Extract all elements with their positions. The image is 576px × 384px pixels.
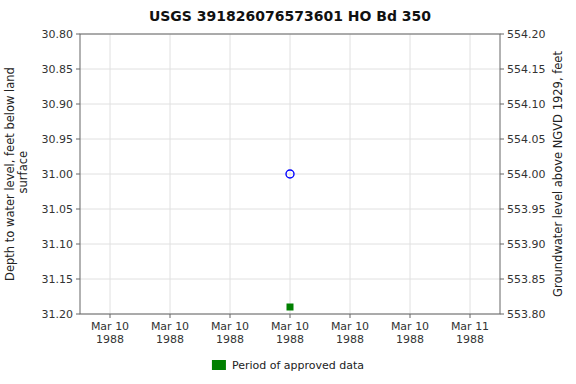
tick [76, 279, 80, 280]
tick-label: 553.90 [507, 238, 546, 251]
point [287, 304, 294, 311]
tick-label: Mar 111988 [451, 320, 489, 346]
marks [286, 170, 294, 311]
tick-label: Mar 101988 [151, 320, 189, 346]
tick [76, 244, 80, 245]
tick [500, 209, 504, 210]
tick-label: 30.95 [42, 133, 74, 146]
tick [110, 314, 111, 318]
tick [500, 174, 504, 175]
grid-line [470, 34, 471, 314]
tick [500, 139, 504, 140]
tick-label: 30.85 [42, 63, 74, 76]
axis-label: Groundwater level above NGVD 1929, feet [551, 51, 565, 297]
tick-label: 553.80 [507, 308, 546, 321]
grid-line [410, 34, 411, 314]
tick-label: 554.00 [507, 168, 546, 181]
legend-swatch [212, 360, 226, 370]
grid-line [290, 34, 291, 314]
axes: 30.80 30.85 30.90 30.95 31.00 31.05 31.10 31.15… [42, 28, 546, 346]
tick-label: 31.15 [42, 273, 74, 286]
tick [76, 174, 80, 175]
tick [76, 209, 80, 210]
tick-label: 554.10 [507, 98, 546, 111]
legend-entry: Period of approved data [232, 359, 364, 372]
tick [290, 314, 291, 318]
tick [410, 314, 411, 318]
tick-label: 554.20 [507, 28, 546, 41]
grid-line [110, 34, 111, 314]
grid-line [230, 34, 231, 314]
tick [76, 139, 80, 140]
tick-label: Mar 101988 [91, 320, 129, 346]
tick [230, 314, 231, 318]
tick-label: Mar 101988 [391, 320, 429, 346]
tick [500, 69, 504, 70]
tick [170, 314, 171, 318]
tick [500, 279, 504, 280]
tick [500, 104, 504, 105]
tick [76, 34, 80, 35]
point [286, 170, 294, 178]
tick [76, 69, 80, 70]
grid-line [170, 34, 171, 314]
tick [500, 314, 504, 315]
tick [350, 314, 351, 318]
tick-label: Mar 101988 [331, 320, 369, 346]
tick-label: 31.10 [42, 238, 74, 251]
tick [500, 34, 504, 35]
tick [76, 314, 80, 315]
tick [500, 244, 504, 245]
tick-label: 554.05 [507, 133, 546, 146]
tick-label: 554.15 [507, 63, 546, 76]
tick-label: 553.95 [507, 203, 546, 216]
axis-label: Depth to water level, feet below land su… [3, 67, 30, 281]
tick-label: 553.85 [507, 273, 546, 286]
tick [76, 104, 80, 105]
tick-label: 30.80 [42, 28, 74, 41]
grid-line [350, 34, 351, 314]
plot-frame [80, 34, 500, 314]
tick-label: 31.05 [42, 203, 74, 216]
tick-label: Mar 101988 [271, 320, 309, 346]
tick-label: 31.20 [42, 308, 74, 321]
tick-label: 30.90 [42, 98, 74, 111]
tick-label: 31.00 [42, 168, 74, 181]
title: USGS 391826076573601 HO Bd 350 [149, 8, 431, 24]
tick-label: Mar 101988 [211, 320, 249, 346]
legend: Period of approved data [212, 359, 364, 372]
chart: 30.80 30.85 30.90 30.95 31.00 31.05 31.10 31.15… [0, 0, 576, 384]
grid [80, 34, 500, 314]
tick [470, 314, 471, 318]
